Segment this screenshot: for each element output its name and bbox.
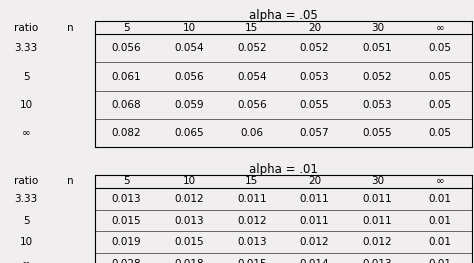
Text: 0.012: 0.012 bbox=[300, 237, 329, 247]
Text: 0.01: 0.01 bbox=[428, 216, 452, 226]
Text: n: n bbox=[67, 23, 73, 33]
Text: 0.065: 0.065 bbox=[174, 128, 204, 138]
Text: 0.053: 0.053 bbox=[363, 100, 392, 110]
Text: 30: 30 bbox=[371, 23, 384, 33]
Text: 3.33: 3.33 bbox=[14, 194, 38, 204]
Text: 0.013: 0.013 bbox=[237, 237, 266, 247]
Text: 15: 15 bbox=[245, 23, 258, 33]
Text: 0.056: 0.056 bbox=[174, 72, 204, 82]
Text: 0.011: 0.011 bbox=[300, 216, 329, 226]
Text: 0.054: 0.054 bbox=[237, 72, 266, 82]
Text: 0.011: 0.011 bbox=[363, 216, 392, 226]
Text: 0.01: 0.01 bbox=[428, 194, 452, 204]
Text: 0.068: 0.068 bbox=[111, 100, 141, 110]
Text: 0.05: 0.05 bbox=[428, 100, 452, 110]
Text: 0.054: 0.054 bbox=[174, 43, 204, 53]
Text: 20: 20 bbox=[308, 23, 321, 33]
Text: 0.05: 0.05 bbox=[428, 72, 452, 82]
Text: 0.012: 0.012 bbox=[237, 216, 266, 226]
Text: alpha = .01: alpha = .01 bbox=[249, 163, 318, 176]
Text: 0.056: 0.056 bbox=[237, 100, 266, 110]
Text: 0.015: 0.015 bbox=[111, 216, 141, 226]
Text: 5: 5 bbox=[23, 216, 29, 226]
Text: 0.011: 0.011 bbox=[300, 194, 329, 204]
Text: 0.015: 0.015 bbox=[237, 259, 266, 263]
Text: ∞: ∞ bbox=[22, 259, 30, 263]
Text: alpha = .05: alpha = .05 bbox=[249, 9, 318, 22]
Text: n: n bbox=[67, 176, 73, 186]
Text: 5: 5 bbox=[23, 72, 29, 82]
Text: 0.051: 0.051 bbox=[363, 43, 392, 53]
Text: 5: 5 bbox=[123, 23, 129, 33]
Text: ∞: ∞ bbox=[436, 176, 445, 186]
Text: 0.011: 0.011 bbox=[363, 194, 392, 204]
Text: 10: 10 bbox=[182, 176, 196, 186]
Text: 0.018: 0.018 bbox=[174, 259, 204, 263]
Text: 0.01: 0.01 bbox=[428, 237, 452, 247]
Text: ratio: ratio bbox=[14, 176, 38, 186]
Text: 0.06: 0.06 bbox=[240, 128, 264, 138]
Text: 0.028: 0.028 bbox=[111, 259, 141, 263]
Text: 15: 15 bbox=[245, 176, 258, 186]
Text: 10: 10 bbox=[182, 23, 196, 33]
Text: 0.082: 0.082 bbox=[111, 128, 141, 138]
Text: 10: 10 bbox=[19, 237, 33, 247]
Text: 0.012: 0.012 bbox=[363, 237, 392, 247]
Text: 0.013: 0.013 bbox=[111, 194, 141, 204]
Text: ∞: ∞ bbox=[22, 128, 30, 138]
Text: 0.052: 0.052 bbox=[237, 43, 266, 53]
Text: 0.015: 0.015 bbox=[174, 237, 204, 247]
Text: 0.013: 0.013 bbox=[363, 259, 392, 263]
Text: 0.057: 0.057 bbox=[300, 128, 329, 138]
Text: 0.012: 0.012 bbox=[174, 194, 204, 204]
Text: 10: 10 bbox=[19, 100, 33, 110]
Text: ∞: ∞ bbox=[436, 23, 445, 33]
Text: 0.052: 0.052 bbox=[300, 43, 329, 53]
Text: 0.01: 0.01 bbox=[428, 259, 452, 263]
Text: 0.013: 0.013 bbox=[174, 216, 204, 226]
Text: 0.055: 0.055 bbox=[363, 128, 392, 138]
Text: 0.053: 0.053 bbox=[300, 72, 329, 82]
Text: 0.05: 0.05 bbox=[428, 43, 452, 53]
Text: 0.059: 0.059 bbox=[174, 100, 204, 110]
Text: 0.014: 0.014 bbox=[300, 259, 329, 263]
Text: 0.052: 0.052 bbox=[363, 72, 392, 82]
Text: 0.055: 0.055 bbox=[300, 100, 329, 110]
Text: 0.011: 0.011 bbox=[237, 194, 266, 204]
Text: 20: 20 bbox=[308, 176, 321, 186]
Text: 3.33: 3.33 bbox=[14, 43, 38, 53]
Text: 30: 30 bbox=[371, 176, 384, 186]
Text: 5: 5 bbox=[123, 176, 129, 186]
Text: 0.05: 0.05 bbox=[428, 128, 452, 138]
Text: 0.061: 0.061 bbox=[111, 72, 141, 82]
Text: 0.056: 0.056 bbox=[111, 43, 141, 53]
Text: ratio: ratio bbox=[14, 23, 38, 33]
Text: 0.019: 0.019 bbox=[111, 237, 141, 247]
